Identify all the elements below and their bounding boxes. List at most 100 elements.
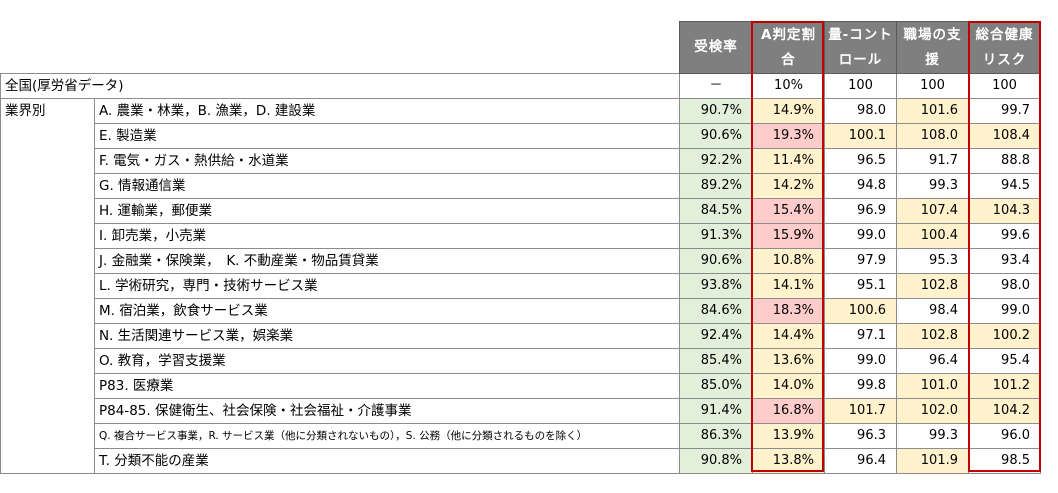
group-label: 業界別 (0, 98, 95, 474)
national-row: 全国(厚労省データ) － 10% 100 100 100 (0, 73, 1041, 99)
qty-control-cell: 98.0 (824, 98, 897, 124)
total-risk-cell: 99.0 (968, 298, 1041, 324)
support-cell: 95.3 (896, 248, 969, 274)
support-cell: 99.3 (896, 423, 969, 449)
total-risk-cell: 108.4 (968, 123, 1041, 149)
support-cell: 102.8 (896, 323, 969, 349)
header-qty-control: 量-コントロール (824, 21, 897, 74)
exam-rate-cell: 91.3% (679, 223, 753, 249)
a-rate-cell: 15.9% (752, 223, 825, 249)
industry-label: N. 生活関連サービス業，娯楽業 (94, 323, 680, 349)
support-cell: 101.0 (896, 373, 969, 399)
a-rate-cell: 11.4% (752, 148, 825, 174)
support-cell: 108.0 (896, 123, 969, 149)
a-rate-cell: 16.8% (752, 398, 825, 424)
total-risk-cell: 104.3 (968, 198, 1041, 224)
exam-rate-cell: 92.4% (679, 323, 753, 349)
support-cell: 98.4 (896, 298, 969, 324)
qty-control-cell: 95.1 (824, 273, 897, 299)
qty-control-cell: 99.0 (824, 348, 897, 374)
table-row: I. 卸売業，小売業 91.3% 15.9% 99.0 100.4 99.6 (1, 223, 1041, 249)
national-qty-control: 100 (824, 73, 897, 99)
industry-label: L. 学術研究，専門・技術サービス業 (94, 273, 680, 299)
industry-stress-table: 受検率 A判定割合 量-コントロール 職場の支援 総合健康リスク 全国(厚労省デ… (0, 21, 1041, 474)
table-row: P83. 医療業 85.0% 14.0% 99.8 101.0 101.2 (1, 373, 1041, 399)
exam-rate-cell: 90.8% (679, 448, 753, 474)
industry-label: P83. 医療業 (94, 373, 680, 399)
exam-rate-cell: 90.6% (679, 123, 753, 149)
table-row: L. 学術研究，専門・技術サービス業 93.8% 14.1% 95.1 102.8 98.… (1, 273, 1041, 299)
industry-label: Q. 複合サービス事業，R. サービス業（他に分類されないもの），S. 公務（他… (94, 423, 680, 449)
industry-label: F. 電気・ガス・熱供給・水道業 (94, 148, 680, 174)
exam-rate-cell: 85.4% (679, 348, 753, 374)
total-risk-cell: 104.2 (968, 398, 1041, 424)
exam-rate-cell: 91.4% (679, 398, 753, 424)
support-cell: 102.0 (896, 398, 969, 424)
qty-control-cell: 96.3 (824, 423, 897, 449)
total-risk-cell: 98.5 (968, 448, 1041, 474)
total-risk-cell: 94.5 (968, 173, 1041, 199)
exam-rate-cell: 84.5% (679, 198, 753, 224)
a-rate-cell: 13.6% (752, 348, 825, 374)
qty-control-cell: 94.8 (824, 173, 897, 199)
support-cell: 96.4 (896, 348, 969, 374)
total-risk-cell: 99.6 (968, 223, 1041, 249)
table-row: G. 情報通信業 89.2% 14.2% 94.8 99.3 94.5 (1, 173, 1041, 199)
support-cell: 91.7 (896, 148, 969, 174)
a-rate-cell: 14.0% (752, 373, 825, 399)
industry-label: P84-85. 保健衛生、社会保険・社会福祉・介護事業 (94, 398, 680, 424)
national-exam-rate: － (679, 73, 753, 99)
table-row: T. 分類不能の産業 90.8% 13.8% 96.4 101.9 98.5 (1, 448, 1041, 474)
exam-rate-cell: 84.6% (679, 298, 753, 324)
national-total-risk: 100 (968, 73, 1041, 99)
qty-control-cell: 100.6 (824, 298, 897, 324)
industry-label: E. 製造業 (94, 123, 680, 149)
industry-label: A. 農業・林業，B. 漁業，D. 建設業 (94, 98, 680, 124)
a-rate-cell: 14.9% (752, 98, 825, 124)
table-row: N. 生活関連サービス業，娯楽業 92.4% 14.4% 97.1 102.8 100.2 (1, 323, 1041, 349)
qty-control-cell: 96.5 (824, 148, 897, 174)
header-total-risk: 総合健康リスク (968, 21, 1041, 74)
qty-control-cell: 99.0 (824, 223, 897, 249)
table-row: O. 教育，学習支援業 85.4% 13.6% 99.0 96.4 95.4 (1, 348, 1041, 374)
total-risk-cell: 95.4 (968, 348, 1041, 374)
table-row: 業界別 A. 農業・林業，B. 漁業，D. 建設業 90.7% 14.9% 98.0 10… (0, 98, 1041, 474)
support-cell: 99.3 (896, 173, 969, 199)
industry-label: G. 情報通信業 (94, 173, 680, 199)
qty-control-cell: 101.7 (824, 398, 897, 424)
industry-label: J. 金融業・保険業， K. 不動産業・物品賃貸業 (94, 248, 680, 274)
support-cell: 107.4 (896, 198, 969, 224)
support-cell: 100.4 (896, 223, 969, 249)
table-row: Q. 複合サービス事業，R. サービス業（他に分類されないもの），S. 公務（他… (1, 423, 1041, 449)
exam-rate-cell: 90.6% (679, 248, 753, 274)
header-row: 受検率 A判定割合 量-コントロール 職場の支援 総合健康リスク (1, 21, 1041, 74)
a-rate-cell: 19.3% (752, 123, 825, 149)
qty-control-cell: 97.9 (824, 248, 897, 274)
exam-rate-cell: 92.2% (679, 148, 753, 174)
exam-rate-cell: 85.0% (679, 373, 753, 399)
exam-rate-cell: 86.3% (679, 423, 753, 449)
industry-label: M. 宿泊業，飲食サービス業 (94, 298, 680, 324)
exam-rate-cell: 93.8% (679, 273, 753, 299)
total-risk-cell: 93.4 (968, 248, 1041, 274)
total-risk-cell: 101.2 (968, 373, 1041, 399)
national-support: 100 (896, 73, 969, 99)
total-risk-cell: 99.7 (968, 98, 1041, 124)
a-rate-cell: 14.4% (752, 323, 825, 349)
industry-label: O. 教育，学習支援業 (94, 348, 680, 374)
header-a-rate: A判定割合 (752, 21, 825, 74)
total-risk-cell: 96.0 (968, 423, 1041, 449)
total-risk-cell: 100.2 (968, 323, 1041, 349)
table-row: P84-85. 保健衛生、社会保険・社会福祉・介護事業 91.4% 16.8% 101… (1, 398, 1041, 424)
qty-control-cell: 96.9 (824, 198, 897, 224)
national-label: 全国(厚労省データ) (0, 73, 680, 99)
qty-control-cell: 99.8 (824, 373, 897, 399)
total-risk-cell: 98.0 (968, 273, 1041, 299)
table-row: J. 金融業・保険業， K. 不動産業・物品賃貸業 90.6% 10.8% 97.9 9… (1, 248, 1041, 274)
qty-control-cell: 100.1 (824, 123, 897, 149)
support-cell: 102.8 (896, 273, 969, 299)
industry-label: I. 卸売業，小売業 (94, 223, 680, 249)
qty-control-cell: 97.1 (824, 323, 897, 349)
industry-label: H. 運輸業，郵便業 (94, 198, 680, 224)
qty-control-cell: 96.4 (824, 448, 897, 474)
